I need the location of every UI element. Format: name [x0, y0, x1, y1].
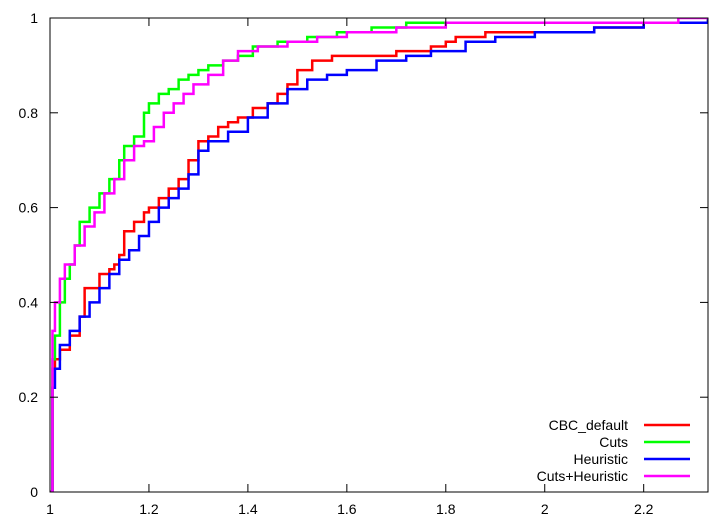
y-tick-label: 0.4 [19, 294, 39, 310]
legend-label: Cuts+Heuristic [537, 468, 628, 484]
series-layer [50, 18, 708, 492]
plot-frame [49, 17, 709, 493]
y-tick-label: 1 [30, 10, 38, 26]
y-tick-label: 0.6 [19, 200, 39, 216]
series-line-cbc-default [50, 18, 708, 492]
x-tick-label: 1 [46, 501, 54, 517]
x-tick-label: 2.2 [634, 501, 654, 517]
legend-label: Cuts [599, 434, 628, 450]
series-line-cuts-heuristic [50, 18, 708, 492]
x-tick-label: 1.4 [238, 501, 258, 517]
legend-label: CBC_default [549, 417, 628, 433]
series-line-heuristic [50, 18, 708, 492]
ticks-layer: 1 1.2 1.4 1.6 1.8 2 2.2 0 0.2 0.4 0.6 0.8 1 [19, 10, 708, 517]
x-tick-label: 1.2 [139, 501, 159, 517]
legend-label: Heuristic [574, 451, 628, 467]
x-tick-label: 2 [541, 501, 549, 517]
y-tick-label: 0.8 [19, 105, 39, 121]
y-tick-label: 0.2 [19, 389, 39, 405]
x-tick-label: 1.8 [436, 501, 456, 517]
x-tick-label: 1.6 [337, 501, 357, 517]
y-tick-label: 0 [30, 484, 38, 500]
